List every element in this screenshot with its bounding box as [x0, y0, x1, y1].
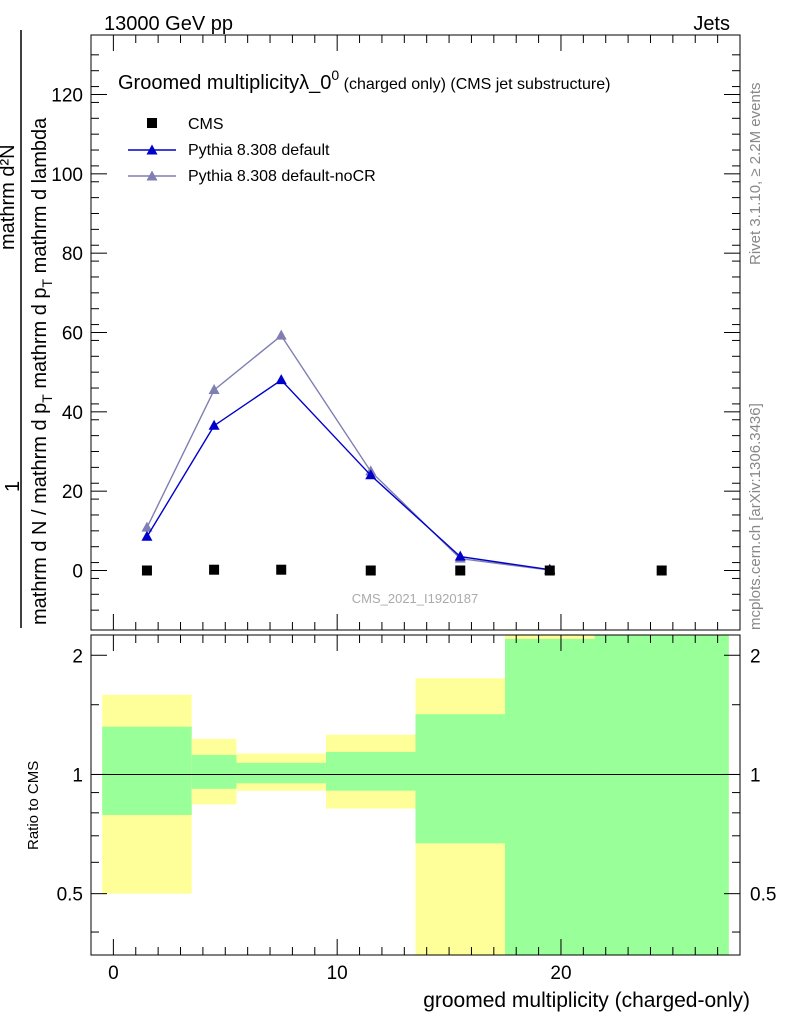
cms-data-point — [276, 564, 287, 575]
ratio-plot-frame — [90, 634, 741, 956]
rivet-label: Rivet 3.1.10, ≥ 2.2M events — [747, 83, 764, 266]
pythia-nocr-line — [146, 334, 550, 571]
ratio-tick-label-right: 1 — [750, 765, 761, 786]
ratio-ticks: 0.5 0.51 12 20 10 20 — [57, 635, 776, 984]
cms-data-point — [141, 565, 152, 576]
ratio-band-green — [505, 638, 595, 955]
legend-nocr-marker — [146, 170, 158, 181]
cms-data-point — [209, 564, 220, 575]
ratio-y-axis-label: Ratio to CMS — [25, 761, 42, 850]
cms-data-point — [656, 565, 667, 576]
main-series — [141, 329, 667, 576]
ratio-bands — [91, 635, 740, 955]
y-tick-label: 0 — [72, 562, 83, 583]
cms-data-point — [544, 565, 555, 576]
legend-cms-marker — [147, 118, 157, 128]
main-ticks: 0 20 40 60 80 100 120 — [51, 35, 740, 630]
ratio-band-green — [102, 726, 192, 815]
y-tick-label: 80 — [62, 244, 83, 265]
y-tick-label: 60 — [62, 324, 83, 345]
ratio-band-green — [415, 714, 506, 844]
ratio-tick-label: 1 — [72, 765, 83, 786]
cms-data-point — [455, 565, 466, 576]
ratio-tick-label: 2 — [72, 646, 83, 667]
y-label-one: 1 — [2, 481, 24, 492]
y-tick-label: 40 — [62, 403, 83, 424]
ratio-plot-panel: 0.5 0.51 12 20 10 20 — [57, 634, 776, 984]
legend-default-label: Pythia 8.308 default — [188, 142, 330, 159]
analysis-watermark: CMS_2021_I1920187 — [352, 591, 479, 606]
y-label-denominator: mathrm d N / mathrm d pT mathrm d pT mat… — [29, 117, 55, 625]
ratio-band-green — [325, 751, 416, 791]
y-tick-label: 100 — [51, 165, 83, 186]
ratio-tick-label-right: 0.5 — [750, 885, 776, 906]
pythia-default-point — [454, 550, 466, 561]
pythia-nocr-point — [208, 384, 220, 395]
legend: CMS Pythia 8.308 default Pythia 8.308 de… — [128, 116, 376, 185]
energy-label: 13000 GeV pp — [104, 13, 233, 35]
ratio-band-green — [191, 754, 237, 789]
y-tick-label: 20 — [62, 482, 83, 503]
ratio-tick-label: 0.5 — [57, 885, 83, 906]
legend-cms-label: CMS — [188, 116, 224, 133]
legend-nocr-label: Pythia 8.308 default-noCR — [188, 168, 376, 185]
x-axis-label: groomed multiplicity (charged-only) — [423, 989, 750, 1012]
mcplots-label: mcplots.cern.ch [arXiv:1306.3436] — [747, 403, 764, 630]
ratio-band-green — [236, 762, 326, 784]
x-tick-label: 0 — [108, 963, 119, 984]
pythia-nocr-point — [275, 329, 287, 340]
pythia-default-point — [208, 419, 220, 430]
category-label: Jets — [693, 13, 730, 35]
y-label-numerator: mathrm d²N — [0, 144, 19, 250]
plot-title: Groomed multiplicityλ_00 (charged only) … — [118, 67, 610, 94]
pythia-nocr-point — [141, 521, 153, 532]
pythia-default-point — [365, 469, 377, 480]
ratio-band-green — [594, 635, 729, 955]
x-tick-label: 20 — [550, 963, 571, 984]
y-label-numerator-group: mathrm d²N — [0, 144, 19, 250]
cms-data-point — [365, 565, 376, 576]
x-tick-label: 10 — [327, 963, 348, 984]
legend-default-marker — [146, 144, 158, 155]
main-plot-panel: 0 20 40 60 80 100 120 — [51, 34, 741, 631]
pythia-default-point — [141, 530, 153, 541]
y-axis-label: mathrm d N / mathrm d pT mathrm d pT mat… — [2, 117, 55, 625]
pythia-default-line — [146, 379, 550, 571]
y-tick-label: 120 — [51, 86, 83, 107]
ratio-tick-label-right: 2 — [750, 646, 761, 667]
pythia-default-point — [275, 374, 287, 385]
